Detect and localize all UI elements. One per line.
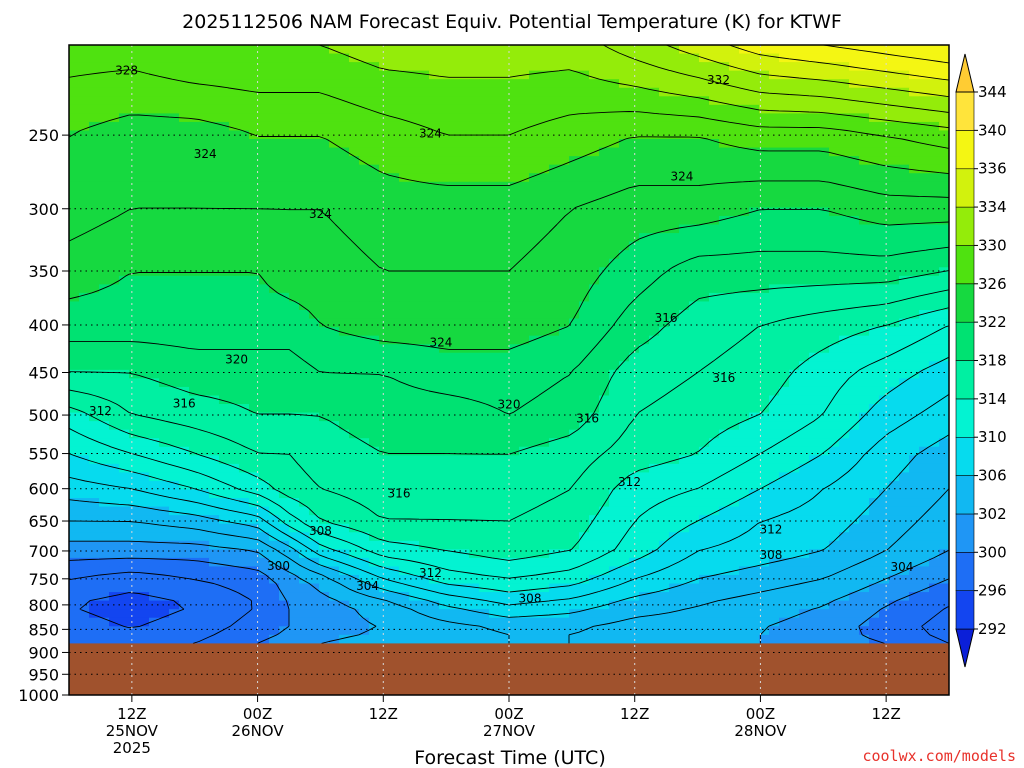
x-tick-label: 12Z [620, 705, 649, 723]
x-tick-label: 12Z [369, 705, 398, 723]
contour-label: 308 [309, 524, 332, 538]
colorbar-label: 318 [978, 352, 1007, 370]
contour-label: 324 [429, 336, 452, 350]
colorbar-label: 300 [978, 543, 1007, 561]
y-tick-label: 1000 [18, 686, 59, 705]
colorbar-label: 340 [978, 121, 1007, 139]
contour-label: 316 [712, 371, 735, 385]
x-tick-date: 28NOV [734, 722, 787, 740]
colorbar: 292 296 300 302 306 310 314 318 322 326 330 334 336 3… [955, 53, 1007, 668]
colorbar-segment [955, 398, 975, 438]
contour-label: 320 [498, 397, 521, 411]
colorbar-segment [955, 551, 975, 591]
theta-e-field [69, 45, 949, 644]
contour-label: 300 [267, 559, 290, 573]
colorbar-label: 336 [978, 160, 1007, 178]
contour-label: 316 [576, 411, 599, 425]
colorbar-segment [955, 283, 975, 323]
contour-label: 304 [356, 579, 379, 593]
contour-label: 332 [707, 73, 730, 87]
x-tick-label: 00Z [243, 705, 272, 723]
colorbar-segment [955, 130, 975, 170]
colorbar-segment [955, 206, 975, 246]
contour-label: 324 [419, 127, 442, 141]
y-tick-label: 850 [28, 620, 59, 639]
x-axis-label: Forecast Time (UTC) [414, 747, 605, 768]
colorbar-label: 306 [978, 467, 1007, 485]
y-tick-label: 750 [28, 570, 59, 589]
colorbar-label: 302 [978, 505, 1007, 523]
colorbar-label: 330 [978, 236, 1007, 254]
contour-path [69, 45, 949, 644]
contour-lines [69, 45, 949, 644]
contour-label: 312 [759, 523, 782, 537]
x-tick-label: 12Z [871, 705, 900, 723]
colorbar-label: 292 [978, 620, 1007, 638]
y-tick-label: 700 [28, 542, 59, 561]
colorbar-label: 310 [978, 428, 1007, 446]
contour-label: 312 [89, 404, 112, 418]
x-tick-year: 2025 [113, 739, 151, 757]
grid-lines [69, 45, 949, 695]
chart-title: 2025112506 NAM Forecast Equiv. Potential… [182, 11, 842, 33]
y-tick-label: 600 [28, 480, 59, 499]
contour-label: 328 [115, 63, 138, 77]
y-axis: 250 300 350 400 450 500 550 600 650 700 750 800 850 9… [18, 126, 69, 705]
x-tick-label: 00Z [494, 705, 523, 723]
y-tick-label: 250 [28, 126, 59, 145]
contour-label: 308 [759, 548, 782, 562]
colorbar-segment [955, 321, 975, 361]
colorbar-max-arrow [955, 53, 975, 93]
x-tick-date: 27NOV [483, 722, 536, 740]
y-tick-label: 650 [28, 512, 59, 531]
colorbar-segment [955, 436, 975, 476]
contour-label: 312 [618, 475, 641, 489]
contour-label: 308 [519, 591, 542, 605]
colorbar-segment [955, 475, 975, 515]
colorbar-segment [955, 245, 975, 285]
colorbar-min-arrow [955, 628, 975, 668]
colorbar-label: 326 [978, 275, 1007, 293]
colorbar-label: 344 [978, 83, 1007, 101]
contour-labels: 328 332 324 324 324 324 324 320 316 316 320 316 312 3… [89, 63, 913, 605]
colorbar-label: 334 [978, 198, 1007, 216]
y-tick-label: 400 [28, 316, 59, 335]
colorbar-label: 314 [978, 390, 1007, 408]
colorbar-segment [955, 590, 975, 630]
colorbar-label: 322 [978, 313, 1007, 331]
x-tick-label: 00Z [746, 705, 775, 723]
x-tick-date: 25NOV [106, 722, 159, 740]
colorbar-label: 296 [978, 582, 1007, 600]
contour-label: 324 [670, 170, 693, 184]
y-tick-label: 950 [28, 665, 59, 684]
contour-label: 324 [309, 207, 332, 221]
colorbar-segment [955, 513, 975, 553]
contour-label: 316 [388, 486, 411, 500]
y-tick-label: 550 [28, 445, 59, 464]
y-tick-label: 350 [28, 262, 59, 281]
contour-label: 316 [655, 311, 678, 325]
y-tick-label: 300 [28, 200, 59, 219]
watermark: coolwx.com/models [862, 747, 1016, 765]
contour-label: 324 [194, 147, 217, 161]
contour-label: 316 [173, 397, 196, 411]
contour-label: 312 [419, 566, 442, 580]
x-tick-label: 12Z [117, 705, 146, 723]
colorbar-segment [955, 360, 975, 400]
contour-label: 304 [890, 560, 913, 574]
y-tick-label: 900 [28, 643, 59, 662]
y-tick-label: 450 [28, 364, 59, 383]
y-tick-label: 800 [28, 596, 59, 615]
colorbar-segment [955, 91, 975, 131]
y-tick-label: 500 [28, 406, 59, 425]
x-tick-date: 26NOV [232, 722, 285, 740]
contour-label: 320 [225, 353, 248, 367]
colorbar-segment [955, 168, 975, 208]
